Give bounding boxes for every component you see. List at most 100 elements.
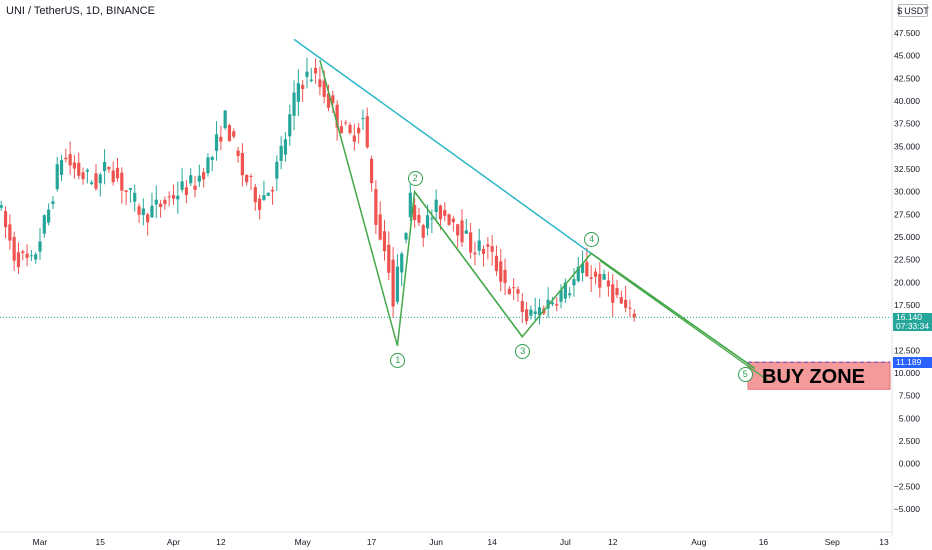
candle-body [176,195,180,200]
candle-body [236,150,240,157]
candle-body [555,304,559,306]
candle-body [288,114,292,137]
candle-body [563,282,567,299]
candle-body [150,205,154,218]
candle-body [408,192,412,218]
candle-body [232,131,236,137]
candle-body [202,172,206,180]
candle-body [184,187,189,196]
y-tick-label: −5.000 [894,504,921,514]
candle-body [42,215,46,234]
candle-body [102,162,107,172]
candle-body [537,307,542,316]
candle-body [21,251,25,253]
candle-body [425,215,430,229]
candle-body [503,269,507,284]
candle-body [171,195,176,199]
candle-body [77,162,81,176]
y-tick-label: 2.500 [899,436,921,446]
y-tick-label: 47.500 [894,28,920,38]
x-tick-label: Aug [691,537,706,547]
candle-body [473,252,477,255]
candle-body [559,289,563,302]
candle-body [598,273,602,288]
buy-zone-box [747,361,891,390]
candle-body [98,174,102,184]
candle-body [606,280,611,287]
y-tick-label: 22.500 [894,255,920,265]
candle-body [421,225,425,238]
currency-selector[interactable]: $ USDT [897,4,929,17]
candles-group [0,57,636,325]
candle-body [8,224,12,241]
candle-body [163,199,167,205]
candle-body [585,262,589,277]
candle-body [59,160,64,175]
candle-body [481,248,486,254]
candle-body [258,198,262,210]
y-tick-label: 17.500 [894,300,920,310]
candle-body [451,218,455,223]
x-tick-label: 14 [487,537,497,547]
candle-body [137,206,141,215]
y-tick-label: −2.500 [894,481,921,491]
candle-body [115,167,120,179]
wave-2-3-leg [414,191,523,338]
wave-label-2: 2 [407,170,423,186]
last-price-tag: 16.140 07:33:34 [893,313,932,331]
candle-body [305,71,309,77]
candle-body [270,189,275,192]
candle-body [499,261,503,282]
candle-body [189,175,193,184]
candle-body [206,157,210,174]
candle-body [490,246,494,252]
candle-body [460,220,464,243]
candle-body [619,297,623,304]
x-tick-label: 12 [216,537,226,547]
y-tick-label: 10.000 [894,368,920,378]
candle-body [29,255,33,257]
x-tick-label: Jun [429,537,443,547]
candle-body [38,241,42,252]
candle-body [580,263,585,274]
candle-body [568,293,572,296]
candle-body [632,313,636,318]
candle-body [494,255,499,272]
candle-body [486,244,490,247]
last-price-value: 16.140 [896,312,922,322]
candle-body [68,154,72,166]
candle-body [146,214,150,223]
y-tick-label: 45.000 [894,51,920,61]
candle-body [107,166,111,170]
candle-body [25,253,29,258]
candle-body [447,214,451,225]
currency-label: USDT [904,5,929,16]
candle-body [378,214,382,240]
x-tick-label: 16 [759,537,769,547]
candle-body [546,299,550,309]
candle-body [292,92,296,116]
candle-body [611,284,615,303]
candle-body [167,196,171,198]
y-tick-label: 35.000 [894,141,920,151]
candle-body [443,209,447,216]
candle-body [158,203,163,208]
candle-body [94,173,98,189]
candle-body [283,139,288,155]
candle-body [47,209,51,223]
y-tick-label: 32.500 [894,164,920,174]
candle-body [12,237,16,261]
upper-trendline [293,38,601,261]
candle-body [313,67,318,74]
candle-body [249,175,253,177]
candle-body [124,190,128,192]
candle-body [227,125,232,142]
candle-body [365,116,369,148]
candle-body [572,279,576,286]
candle-body [309,79,313,81]
candle-body [400,253,404,273]
candle-body [413,205,417,221]
y-tick-label: 30.000 [894,187,920,197]
candle-body [85,169,89,172]
